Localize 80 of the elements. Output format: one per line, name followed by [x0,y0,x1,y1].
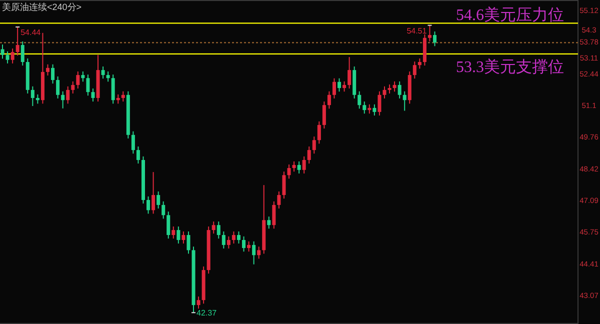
candlestick [378,90,382,116]
candlestick [332,78,336,99]
candlestick [226,236,230,250]
candlestick [91,88,95,102]
candlestick [101,66,105,80]
candlestick [51,64,55,84]
candlestick [186,230,190,254]
candlestick [172,226,176,240]
candlestick [307,146,311,164]
candlestick [66,86,70,104]
candlestick [267,216,271,230]
candlestick [182,230,186,244]
annotation: 54.51 [406,26,428,36]
candlestick [236,230,240,244]
candlestick [196,296,200,310]
candlestick [312,136,316,154]
candlestick [372,104,376,116]
candlestick [71,80,75,94]
candlestick [222,230,226,250]
candlestick [81,70,85,82]
candlestick [292,160,296,172]
candlestick [30,86,34,107]
candlestick [382,86,386,99]
candlestick [428,24,432,42]
candlestick [402,90,406,112]
candlestick [252,240,256,265]
candlestick [10,48,14,64]
candlestick [116,94,120,104]
candlestick [432,30,437,47]
candlestick [106,70,110,82]
candlestick [56,76,60,99]
candlestick [272,200,276,230]
candlestick [176,226,180,244]
candlestick [111,74,115,104]
candlestick [418,58,422,70]
candlestick [162,200,166,220]
candlestick [121,90,125,102]
candlestick [36,94,40,104]
ref-line-label: 53.3美元支撑位 [456,58,564,76]
candlestick [322,101,326,130]
candlestick [368,104,372,114]
candlestick [247,240,251,252]
candlestick [232,230,236,244]
candlestick [412,61,416,80]
candlestick [338,78,342,92]
candlestick [216,221,220,240]
candlestick [398,80,402,99]
candlestick [362,101,366,114]
candlestick [76,70,80,90]
candlestick [392,80,396,92]
annotation: 42.37 [196,308,218,318]
annotation: 54.44 [20,28,42,37]
candlestick [0,44,4,60]
candlestick [152,172,156,214]
candlestick [136,146,140,164]
candlestick [358,90,362,110]
candlestick [146,196,150,214]
candlestick [282,171,286,200]
ref-line-label: 54.6美元压力位 [456,6,564,24]
candlestick [297,160,301,174]
candlestick [46,64,50,76]
candlestick [342,80,346,92]
candlestick [327,90,331,110]
candlestick [61,90,65,109]
candlestick [20,40,24,66]
candlestick [6,50,10,64]
candlestick [317,120,321,144]
candlestick [302,156,306,174]
candlestick [156,190,160,210]
candlestick [287,164,291,180]
candlestick [166,211,170,240]
candlestick [348,56,352,90]
chart-title: 美原油连续<240分> [2,2,82,12]
candlestick [242,236,246,252]
candlestick [16,26,20,56]
candlestick [131,130,135,154]
candlestick [257,246,261,260]
candlestick [86,74,90,96]
candlestick [212,221,216,234]
candlestick [277,190,281,210]
